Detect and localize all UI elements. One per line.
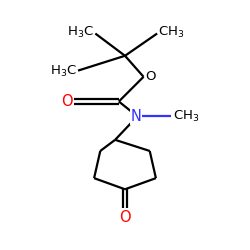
Text: O: O (119, 210, 131, 225)
Text: N: N (131, 109, 141, 124)
Text: O: O (145, 70, 156, 83)
Text: $\mathregular{CH_3}$: $\mathregular{CH_3}$ (158, 25, 185, 40)
Text: $\mathregular{H_3C}$: $\mathregular{H_3C}$ (67, 25, 94, 40)
Text: $\mathregular{CH_3}$: $\mathregular{CH_3}$ (173, 109, 200, 124)
Text: O: O (61, 94, 72, 109)
Text: $\mathregular{H_3C}$: $\mathregular{H_3C}$ (50, 64, 77, 80)
